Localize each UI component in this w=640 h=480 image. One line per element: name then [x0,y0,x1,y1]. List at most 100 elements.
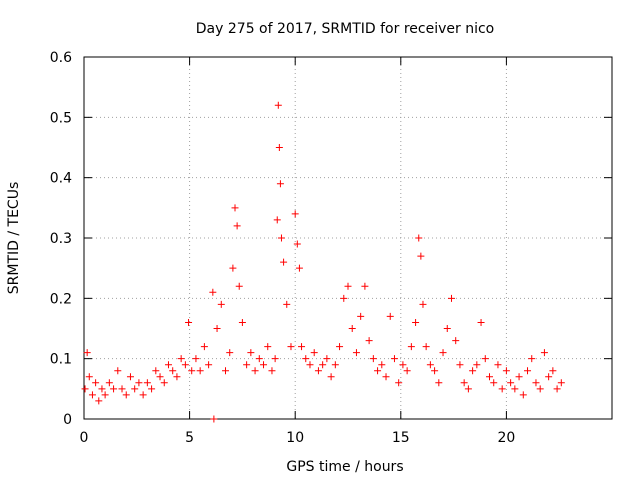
data-point [243,361,251,369]
data-point [336,343,344,351]
y-tick-label: 0.6 [50,50,72,66]
data-point [419,300,427,308]
data-point [188,367,196,375]
data-point [271,355,279,363]
data-point [205,361,213,369]
data-point [260,361,268,369]
data-point [314,367,322,375]
data-point [447,294,455,302]
data-point [126,373,134,381]
data-point [357,312,365,320]
data-point [426,361,434,369]
data-point [143,379,151,387]
data-point [295,264,303,272]
data-point [210,415,218,423]
data-point [255,355,263,363]
data-point [374,367,382,375]
data-point [169,367,177,375]
data-point [85,373,93,381]
data-point [469,367,477,375]
data-point [344,282,352,290]
data-point [213,325,221,332]
data-point [81,385,89,393]
data-point [302,355,310,363]
data-point [247,349,255,357]
data-point [196,367,204,375]
data-point [217,300,225,308]
data-point [502,367,510,375]
data-point [283,300,291,308]
data-point [238,318,246,326]
y-tick-label: 0.5 [50,110,72,126]
data-point [519,391,527,399]
data-point [280,258,288,266]
data-point [229,264,237,272]
data-point [382,373,390,381]
data-point [83,349,91,357]
data-point [200,343,208,351]
data-point [277,234,285,242]
data-point [361,282,369,290]
data-point [532,379,540,387]
data-point [365,337,373,345]
data-point [131,385,139,393]
y-tick-label: 0 [63,412,72,428]
data-point [192,355,200,363]
y-axis-label: SRMTID / TECUs [6,182,22,295]
data-point [403,367,411,375]
grid-lines [84,57,612,419]
data-point [386,312,394,320]
data-point [415,234,423,242]
data-point [95,397,103,405]
data-point [536,385,544,393]
data-point [490,379,498,387]
data-point [498,385,506,393]
x-axis-label: GPS time / hours [286,459,403,475]
data-point [222,367,230,375]
data-point [231,204,239,212]
data-point [452,337,460,345]
data-point [486,373,494,381]
data-point [331,361,339,369]
data-point [390,355,398,363]
x-tick-label: 10 [286,430,304,446]
data-point [251,367,259,375]
data-point [177,355,185,363]
data-point [118,385,126,393]
data-point [152,367,160,375]
data-point [553,385,561,393]
data-point [114,367,122,375]
data-point [173,373,181,381]
data-point [511,385,519,393]
data-point [528,355,536,363]
data-point [287,343,295,351]
data-point [540,349,548,357]
data-point [275,144,283,151]
data-point [156,373,164,381]
data-point [524,367,532,375]
data-point [110,385,118,393]
y-tick-label: 0.4 [50,171,72,187]
data-point [378,361,386,369]
data-point [369,355,377,363]
x-tick-label: 15 [392,430,410,446]
data-point [92,379,100,387]
y-tick-label: 0.3 [50,231,72,247]
chart-title: Day 275 of 2017, SRMTID for receiver nic… [196,21,494,37]
y-tick-label: 0.1 [50,352,72,368]
data-point [291,210,299,218]
data-point [298,343,306,351]
data-point [557,379,565,387]
data-point [348,325,356,332]
data-point [98,385,106,393]
data-point [310,349,318,357]
data-point [340,294,348,302]
data-point [407,343,415,351]
data-point [515,373,523,381]
data-point [268,367,276,375]
data-point [235,282,243,290]
data-point [233,222,241,230]
data-point [273,216,281,224]
